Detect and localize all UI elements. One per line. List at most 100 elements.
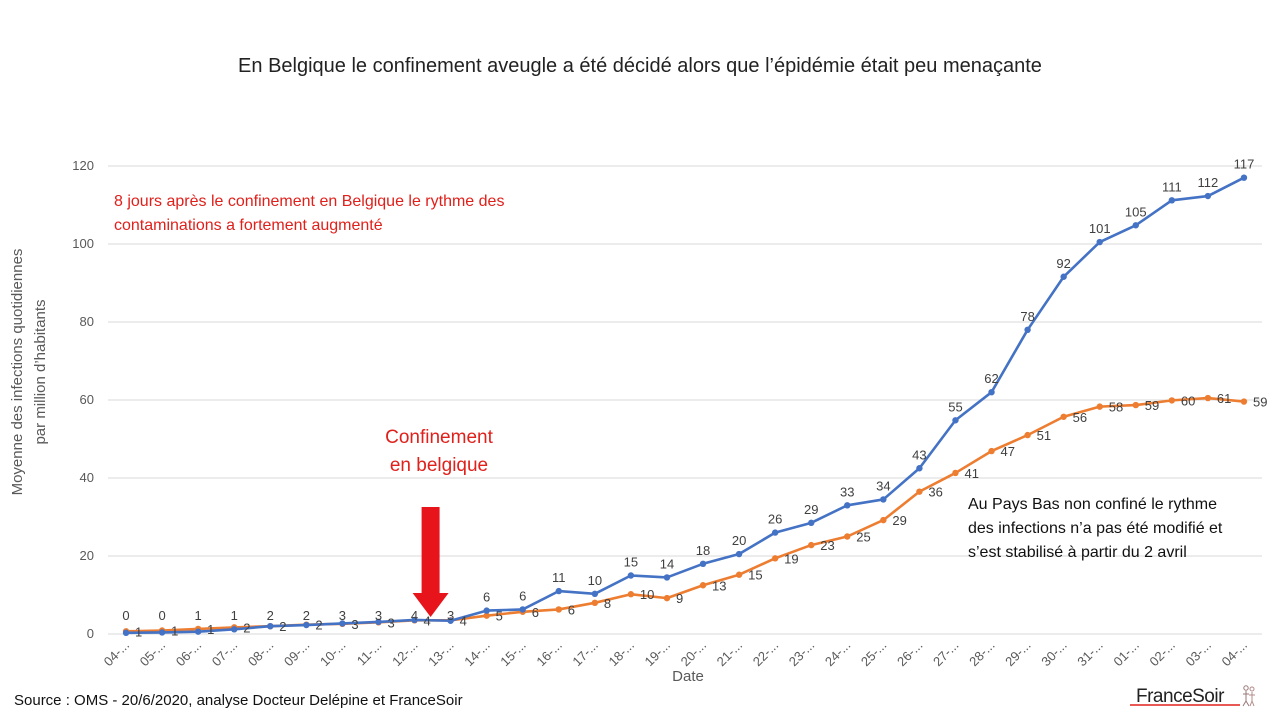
- series-1-data-label: 60: [1181, 393, 1195, 408]
- x-tick-label: 26-...: [894, 638, 926, 670]
- series-0-point: [916, 465, 923, 472]
- chart-title: En Belgique le confinement aveugle a été…: [238, 55, 1042, 77]
- series-0-data-label: 0: [158, 608, 165, 623]
- lockdown-label-line-2: en belgique: [390, 455, 488, 476]
- netherlands-note-line-3: s’est stabilisé à partir du 2 avril: [968, 544, 1187, 561]
- arrow-shaft: [421, 507, 440, 595]
- series-1-data-label: 13: [712, 578, 726, 593]
- y-axis-title-line-1: Moyenne des infections quotidiennes: [9, 249, 26, 496]
- series-0-data-label: 26: [768, 512, 782, 527]
- series-1-data-label: 23: [820, 538, 834, 553]
- y-axis-title-line-2: par million d’habitants: [32, 299, 49, 444]
- y-tick-label: 80: [80, 314, 94, 329]
- x-tick-label: 18-...: [605, 638, 637, 670]
- series-1-point: [699, 582, 707, 589]
- series-0-point: [880, 496, 887, 503]
- x-tick-label: 08-...: [245, 638, 277, 670]
- series-0-point: [1240, 174, 1248, 181]
- series-1-data-label: 5: [496, 609, 503, 624]
- series-0-point: [663, 574, 671, 581]
- series-0-data-label: 6: [483, 590, 490, 605]
- series-1-point: [1168, 397, 1176, 404]
- x-tick-label: 01-...: [1110, 638, 1142, 670]
- series-0-data-label: 18: [696, 543, 710, 558]
- series-0-data-label: 111: [1162, 179, 1182, 194]
- series-0-point: [1168, 197, 1176, 204]
- series-1-data-label: 59: [1145, 398, 1159, 413]
- y-tick-label: 100: [72, 236, 94, 251]
- lockdown-label-line-1: Confinement: [385, 427, 493, 448]
- series-0-data-label: 1: [195, 608, 202, 623]
- series-1-point: [1204, 394, 1212, 402]
- x-tick-label: 20-...: [678, 638, 710, 670]
- series-1-point: [627, 591, 635, 598]
- series-0-data-label: 62: [984, 371, 998, 386]
- x-tick-label: 22-...: [750, 638, 782, 670]
- x-tick-label: 05-...: [137, 638, 169, 670]
- series-1-data-label: 6: [568, 602, 575, 617]
- series-0-point: [735, 550, 743, 558]
- x-tick-label: 23-...: [786, 638, 818, 670]
- series-1-data-label: 36: [928, 485, 942, 500]
- series-0-point: [1096, 238, 1103, 246]
- x-tick-label: 02-...: [1146, 638, 1178, 670]
- series-0-data-label: 11: [552, 570, 566, 585]
- series-1-data-label: 59: [1253, 395, 1267, 410]
- series-1-data-label: 4: [424, 613, 431, 628]
- x-tick-label: 25-...: [858, 638, 890, 670]
- series-0-data-label: 33: [840, 484, 854, 499]
- series-1-point: [808, 541, 815, 549]
- series-0-point: [267, 623, 274, 630]
- series-1-data-label: 61: [1217, 391, 1231, 406]
- series-1-point: [663, 594, 671, 602]
- series-1-point: [1096, 403, 1103, 410]
- series-1-data-label: 15: [748, 568, 762, 583]
- series-0-data-label: 29: [804, 502, 818, 517]
- series-1-data-label: 29: [892, 513, 906, 528]
- series-1-point: [916, 488, 923, 495]
- x-tick-label: 09-...: [281, 638, 313, 670]
- x-tick-label: 31-...: [1074, 638, 1106, 670]
- series-1-data-label: 47: [1001, 444, 1015, 459]
- series-0-point: [591, 590, 599, 598]
- series-0-point: [447, 617, 454, 624]
- series-1-point: [952, 469, 959, 477]
- series-0-point: [483, 607, 490, 614]
- series-1-data-label: 1: [207, 622, 214, 637]
- series-0-point: [411, 616, 418, 624]
- series-1-data-label: 2: [243, 620, 250, 635]
- series-0-data-label: 4: [411, 608, 418, 623]
- belgium-note-line-2: contaminations a fortement augmenté: [114, 217, 383, 234]
- series-1-point: [483, 612, 490, 619]
- series-0-data-label: 3: [375, 608, 382, 623]
- series-0-data-label: 14: [660, 556, 674, 571]
- x-tick-label: 19-...: [642, 638, 674, 670]
- x-tick-label: 14-...: [461, 638, 493, 670]
- series-0-point: [627, 572, 635, 579]
- series-0-point: [122, 629, 130, 637]
- series-0-data-label: 112: [1198, 175, 1219, 190]
- x-tick-label: 12-...: [389, 638, 421, 670]
- series-0-data-label: 78: [1020, 309, 1034, 324]
- series-0-data-label: 43: [912, 447, 926, 462]
- x-tick-label: 28-...: [966, 638, 998, 670]
- y-tick-label: 0: [87, 626, 94, 641]
- series-1-data-label: 19: [784, 551, 798, 566]
- series-0-data-label: 105: [1125, 204, 1147, 219]
- series-1-point: [1060, 413, 1067, 420]
- series-0-data-label: 3: [447, 608, 454, 623]
- series-1-data-label: 56: [1073, 410, 1087, 425]
- series-1-point: [591, 599, 599, 606]
- x-tick-label: 24-...: [822, 638, 854, 670]
- series-0-point: [339, 620, 346, 627]
- series-0-data-label: 0: [122, 608, 129, 623]
- series-1-point: [1024, 431, 1031, 439]
- series-1-data-label: 41: [964, 466, 978, 481]
- arrow-head-icon: [412, 593, 449, 617]
- series-1-point: [1240, 398, 1248, 405]
- series-0-point: [808, 519, 815, 527]
- series-0-point: [1204, 192, 1212, 200]
- y-tick-label: 40: [80, 470, 94, 485]
- series-0-point: [1060, 273, 1067, 280]
